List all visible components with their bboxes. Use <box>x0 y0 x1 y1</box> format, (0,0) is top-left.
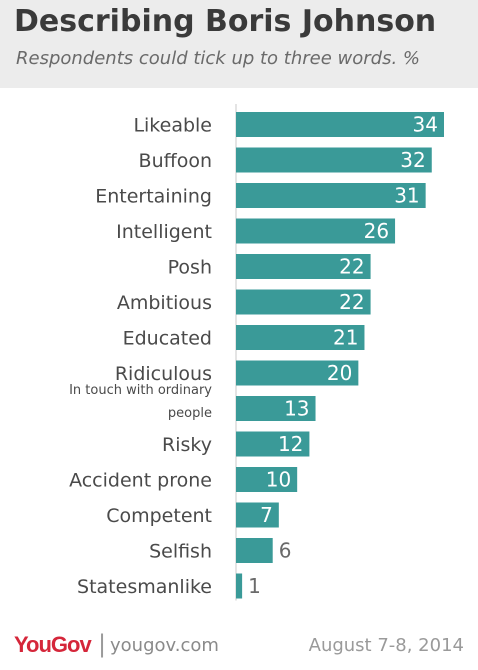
bar-value-label: 13 <box>284 397 309 421</box>
bar <box>236 467 298 492</box>
bar <box>236 112 444 137</box>
category-label: Risky <box>162 434 212 456</box>
footer-date: August 7-8, 2014 <box>308 635 464 656</box>
bar-value-label: 1 <box>248 574 261 598</box>
category-label: Intelligent <box>116 221 212 243</box>
category-label: Ambitious <box>117 292 212 314</box>
bar-value-label: 6 <box>279 539 292 563</box>
bar-value-label: 7 <box>260 503 273 527</box>
category-label: Likeable <box>133 115 212 137</box>
chart-title: Describing Boris Johnson <box>14 4 437 39</box>
bar <box>236 147 432 173</box>
category-label: Selfish <box>149 541 212 563</box>
bar-value-label: 10 <box>266 468 291 492</box>
bar-value-label: 20 <box>327 361 352 385</box>
bar-chart: 34 Likeable 32 Buffoon 31 Entertaining 26 Intel… <box>69 104 444 601</box>
category-label: Entertaining <box>95 186 212 208</box>
category-label: Competent <box>106 505 212 527</box>
bar-value-label: 22 <box>339 290 364 314</box>
category-label: Posh <box>168 257 212 279</box>
bar <box>236 289 371 315</box>
bar <box>236 396 316 421</box>
bar-value-label: 21 <box>333 326 358 350</box>
bar <box>236 183 426 208</box>
footer-site: yougov.com <box>110 635 219 656</box>
bar <box>236 573 243 599</box>
chart-subtitle: Respondents could tick up to three words… <box>16 48 421 69</box>
bar-value-label: 22 <box>339 255 364 279</box>
bar <box>236 502 279 528</box>
category-label: Buffoon <box>139 150 212 172</box>
bar <box>236 431 310 457</box>
bar <box>236 538 273 563</box>
category-label: Statesmanlike <box>77 576 212 598</box>
category-label: Accident prone <box>69 470 212 492</box>
category-label: Educated <box>123 328 212 350</box>
bar-value-label: 32 <box>400 148 425 172</box>
yougov-logo: YouGov <box>14 632 92 657</box>
bar <box>236 325 365 350</box>
footer-separator: | <box>98 630 107 658</box>
bar-value-label: 26 <box>364 219 389 243</box>
bar-value-label: 31 <box>394 184 419 208</box>
bar-value-label: 12 <box>278 432 303 456</box>
bar <box>236 254 371 279</box>
chart-footer: YouGov | yougov.com August 7-8, 2014 <box>0 622 478 670</box>
chart-header: Describing Boris Johnson Respondents cou… <box>0 0 478 88</box>
category-label: Ridiculous <box>115 363 212 385</box>
bar <box>236 218 396 244</box>
bar <box>236 360 359 386</box>
bar-value-label: 34 <box>413 113 438 137</box>
category-label: In touch with ordinary people <box>69 383 212 421</box>
